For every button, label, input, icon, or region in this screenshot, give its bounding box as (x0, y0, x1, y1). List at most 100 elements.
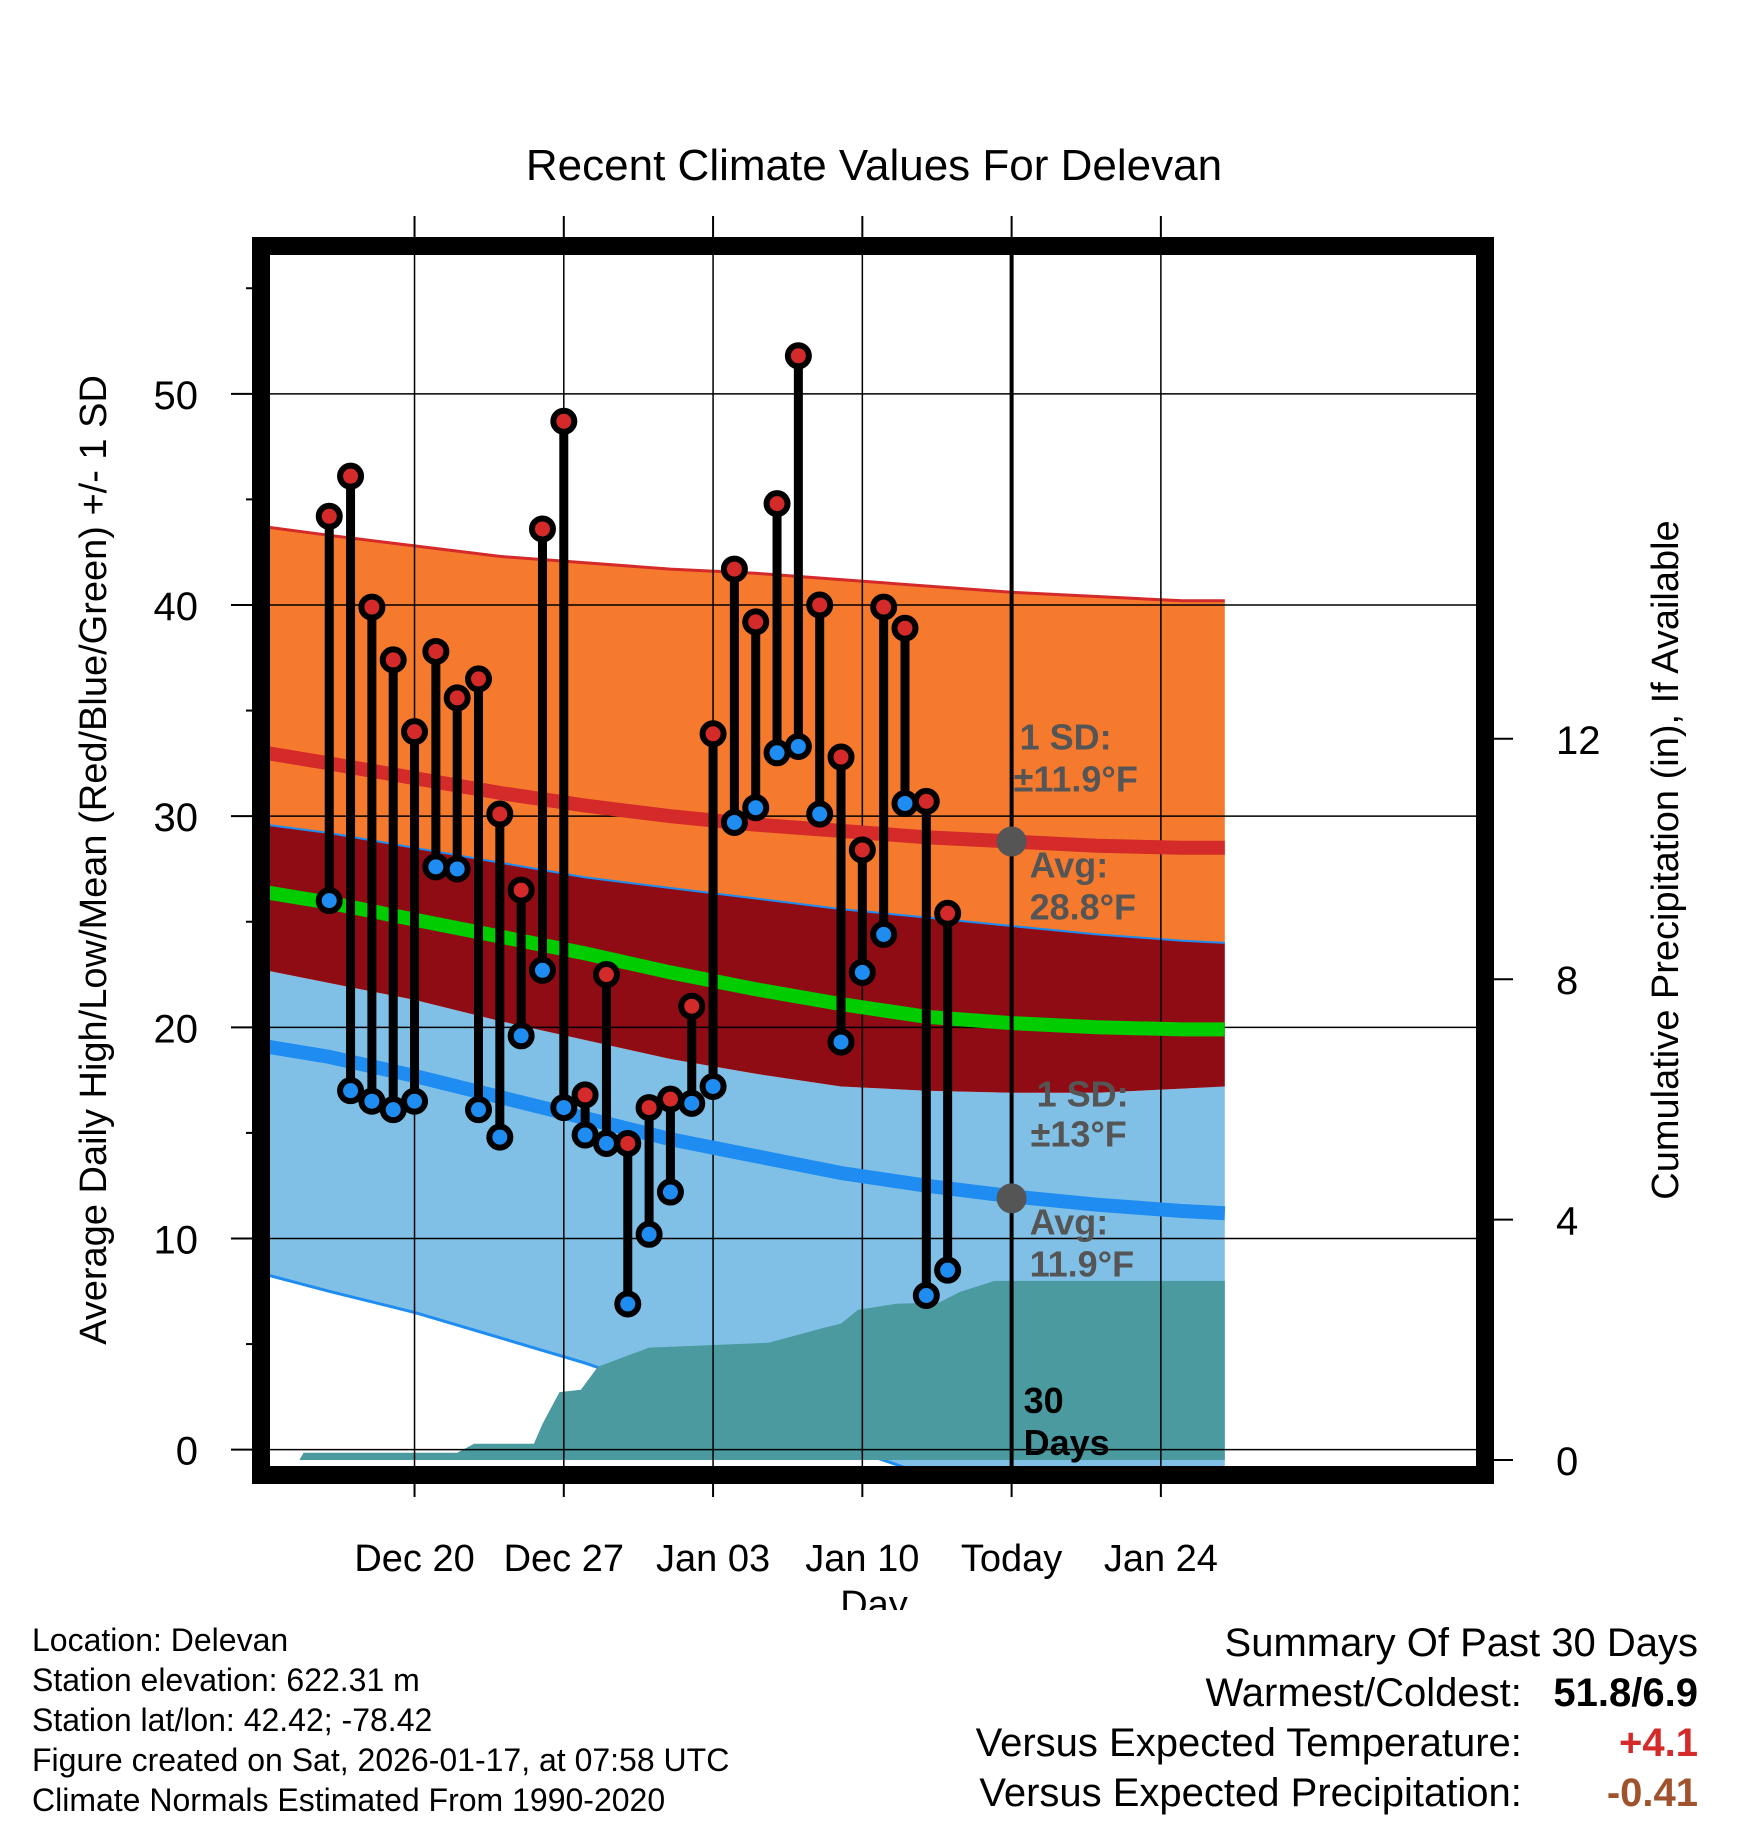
daily-high-point (891, 614, 919, 642)
high-sd-label: 1 SD: (1020, 716, 1112, 757)
daily-high-point (443, 684, 471, 712)
y-tick-label: 0 (176, 1430, 198, 1474)
x-tick-label: Dec 20 (354, 1538, 474, 1580)
latlon-text: Station lat/lon: 42.42; -78.42 (32, 1702, 433, 1738)
y-tick-label: 20 (154, 1007, 199, 1051)
daily-low-point (592, 1129, 620, 1157)
daily-high-point (699, 720, 727, 748)
elevation-text: Station elevation: 622.31 m (32, 1662, 420, 1698)
y-tick-label: 40 (154, 585, 199, 629)
daily-high-point (912, 787, 940, 815)
today-high-avg-marker (996, 826, 1027, 857)
daily-high-point (656, 1085, 684, 1113)
y2-tick-label: 8 (1556, 959, 1578, 1003)
summary-panel: Summary Of Past 30 Days Warmest/Coldest:… (976, 1618, 1698, 1818)
normals-text: Climate Normals Estimated From 1990-2020 (32, 1782, 666, 1818)
daily-low-point (870, 920, 898, 948)
daily-high-point (486, 800, 514, 828)
daily-high-point (848, 836, 876, 864)
daily-high-point (358, 593, 386, 621)
x-axis-label: Day (840, 1584, 908, 1610)
daily-low-point (465, 1096, 493, 1124)
daily-low-point (571, 1121, 599, 1149)
daily-low-point (720, 808, 748, 836)
y-tick-label: 10 (154, 1218, 199, 1262)
daily-high-point (635, 1094, 663, 1122)
daily-high-point (465, 665, 493, 693)
daily-high-point (507, 876, 535, 904)
daily-low-point (934, 1256, 962, 1284)
daily-low-point (528, 956, 556, 984)
y-axis-label: Average Daily High/Low/Mean (Red/Blue/Gr… (73, 375, 115, 1345)
high-avg-label: Avg: (1030, 844, 1109, 885)
low-avg-label: Avg: (1030, 1201, 1109, 1242)
today-low-avg-marker (996, 1183, 1027, 1214)
daily-high-point (934, 899, 962, 927)
daily-high-point (742, 608, 770, 636)
y-tick-label: 50 (154, 374, 199, 418)
daily-low-point (848, 958, 876, 986)
daily-high-point (528, 515, 556, 543)
high-avg-value: 28.8°F (1030, 886, 1136, 927)
location-text: Location: Delevan (32, 1622, 289, 1658)
daily-low-point (315, 887, 343, 915)
x-tick-label: Jan 24 (1104, 1538, 1218, 1580)
low-sd-label: 1 SD: (1037, 1073, 1129, 1114)
y2-tick-label: 12 (1556, 719, 1601, 763)
daily-low-point (678, 1089, 706, 1117)
x-tick-label: Today (961, 1538, 1062, 1580)
chart-title: Recent Climate Values For Delevan (526, 141, 1222, 190)
daily-low-point (827, 1028, 855, 1056)
daily-low-point (337, 1077, 365, 1105)
daily-high-point (806, 591, 834, 619)
daily-high-point (401, 718, 429, 746)
daily-high-point (550, 407, 578, 435)
precip-value: -0.41 (1606, 1771, 1698, 1815)
daily-low-point (656, 1178, 684, 1206)
daily-low-point (635, 1220, 663, 1248)
daily-low-point (422, 853, 450, 881)
y-tick-label: 30 (154, 796, 199, 840)
temp-value: +4.1 (1619, 1721, 1698, 1765)
y2-tick-label: 4 (1556, 1200, 1578, 1244)
daily-low-point (550, 1094, 578, 1122)
y2-axis-label: Cumulative Precipitation (in), If Availa… (1645, 520, 1687, 1199)
x-tick-label: Jan 10 (805, 1538, 919, 1580)
plot-frame (252, 237, 1494, 1484)
daily-low-point (784, 732, 812, 760)
daily-high-point (784, 342, 812, 370)
daily-high-point (337, 462, 365, 490)
daily-low-point (379, 1096, 407, 1124)
x-tick-label: Dec 27 (504, 1538, 624, 1580)
summary-precip-row: Versus Expected Precipitation: -0.41 (976, 1768, 1698, 1818)
days-number-label: 30 (1024, 1380, 1064, 1421)
daily-low-point (806, 800, 834, 828)
axes-layer: Dec 20 Dec 27 Jan 03 Jan 10 Today Jan 24 0 10 20… (154, 216, 1601, 1580)
y2-tick-label: 0 (1556, 1440, 1578, 1484)
low-sd-value: ±13°F (1031, 1113, 1127, 1154)
x-tick-label: Jan 03 (656, 1538, 770, 1580)
climate-chart: Recent Climate Values For Delevan 1 SD:±… (73, 141, 1687, 1610)
daily-low-point (891, 789, 919, 817)
daily-low-point (912, 1282, 940, 1310)
precip-label: Versus Expected Precipitation: (979, 1771, 1522, 1815)
daily-high-point (870, 593, 898, 621)
low-avg-value: 11.9°F (1030, 1243, 1134, 1284)
daily-high-point (592, 961, 620, 989)
created-text: Figure created on Sat, 2026-01-17, at 07… (32, 1742, 730, 1778)
daily-low-point (614, 1290, 642, 1318)
warmest-label: Warmest/Coldest: (1205, 1671, 1522, 1715)
daily-high-point (315, 502, 343, 530)
summary-warmest-row: Warmest/Coldest: 51.8/6.9 (976, 1668, 1699, 1718)
daily-low-point (443, 855, 471, 883)
precip-area (299, 1280, 1225, 1460)
daily-high-point (720, 555, 748, 583)
daily-low-point (699, 1072, 727, 1100)
daily-low-point (507, 1022, 535, 1050)
daily-high-point (827, 743, 855, 771)
daily-low-point (742, 794, 770, 822)
station-info: Location: Delevan Station elevation: 622… (32, 1620, 729, 1820)
daily-low-point (358, 1087, 386, 1115)
daily-high-point (571, 1081, 599, 1109)
